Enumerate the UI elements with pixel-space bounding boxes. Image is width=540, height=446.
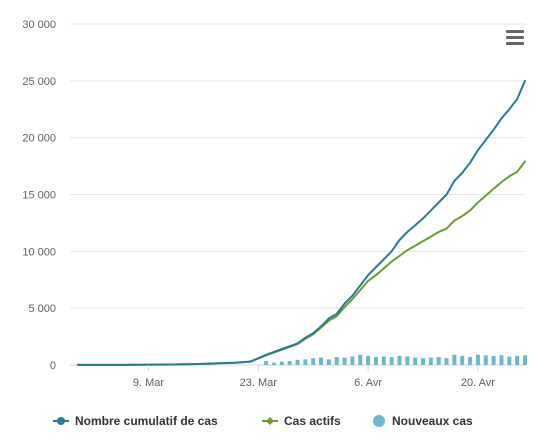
- legend-item-new[interactable]: Nouveaux cas: [373, 414, 473, 428]
- new-cases-bar: [381, 356, 386, 365]
- new-cases-bar: [499, 355, 504, 365]
- new-cases-bar: [483, 355, 488, 365]
- new-cases-bar: [444, 358, 449, 365]
- new-cases-bar: [397, 355, 402, 365]
- new-cases-bar: [523, 355, 527, 365]
- new-cases-bar: [295, 359, 300, 365]
- new-cases-bar: [460, 355, 465, 365]
- x-tick-label: 23. Mar: [240, 377, 278, 389]
- y-axis-labels: 0 5 000 10 000 15 000 20 000 25 000 30 000: [22, 19, 56, 372]
- hamburger-menu-icon: [506, 30, 524, 45]
- legend-marker-new: [373, 415, 385, 427]
- new-cases-bar: [319, 357, 324, 365]
- new-cases-bar: [303, 359, 308, 365]
- y-tick-label: 15 000: [22, 190, 56, 202]
- new-cases-bar: [342, 357, 347, 365]
- y-tick-label: 20 000: [22, 133, 56, 145]
- new-cases-bar: [475, 354, 480, 365]
- y-tick-label: 5 000: [28, 303, 56, 315]
- legend-label-cumulative: Nombre cumulatif de cas: [75, 414, 218, 428]
- new-cases-bar: [507, 356, 512, 365]
- legend-marker-active: [266, 417, 274, 425]
- new-cases-bar: [311, 358, 316, 365]
- new-cases-bar: [350, 356, 355, 365]
- legend-label-new: Nouveaux cas: [392, 414, 473, 428]
- legend-item-active[interactable]: Cas actifs: [262, 414, 341, 428]
- new-cases-bar: [405, 356, 410, 365]
- new-cases-columns: [264, 354, 527, 365]
- y-tick-label: 0: [50, 360, 56, 372]
- new-cases-bar: [358, 354, 363, 365]
- y-tick-label: 30 000: [22, 19, 56, 31]
- series-line-cumulative-cases: [76, 79, 526, 366]
- new-cases-bar: [334, 357, 339, 365]
- new-cases-bar: [271, 362, 276, 365]
- y-tick-label: 25 000: [22, 76, 56, 88]
- x-tick-label: 20. Avr: [461, 377, 495, 389]
- legend-marker-cumulative: [57, 417, 65, 425]
- new-cases-bar: [373, 357, 378, 365]
- legend-item-cumulative[interactable]: Nombre cumulatif de cas: [53, 414, 218, 428]
- new-cases-bar: [366, 355, 371, 365]
- series-line-active-cases: [76, 160, 526, 366]
- x-tick-label: 6. Avr: [354, 377, 382, 389]
- new-cases-bar: [287, 361, 292, 365]
- menu-button[interactable]: [504, 28, 526, 46]
- legend: Nombre cumulatif de cas Cas actifs Nouve…: [53, 414, 473, 428]
- new-cases-bar: [468, 357, 473, 365]
- new-cases-bar: [279, 361, 284, 365]
- grid: [70, 23, 525, 366]
- new-cases-bar: [389, 357, 394, 365]
- new-cases-bar: [264, 361, 269, 365]
- new-cases-bar: [428, 357, 433, 365]
- new-cases-bar: [413, 357, 418, 365]
- new-cases-bar: [421, 358, 426, 365]
- new-cases-bar: [491, 355, 496, 365]
- y-tick-label: 10 000: [22, 246, 56, 258]
- legend-label-active: Cas actifs: [284, 414, 341, 428]
- new-cases-bar: [326, 359, 331, 365]
- series-lines: [76, 79, 526, 366]
- new-cases-bar: [452, 354, 457, 365]
- new-cases-bar: [515, 355, 520, 365]
- x-axis-labels: 9. Mar 23. Mar 6. Avr 20. Avr: [133, 365, 495, 389]
- new-cases-bar: [436, 357, 441, 365]
- x-tick-label: 9. Mar: [133, 377, 165, 389]
